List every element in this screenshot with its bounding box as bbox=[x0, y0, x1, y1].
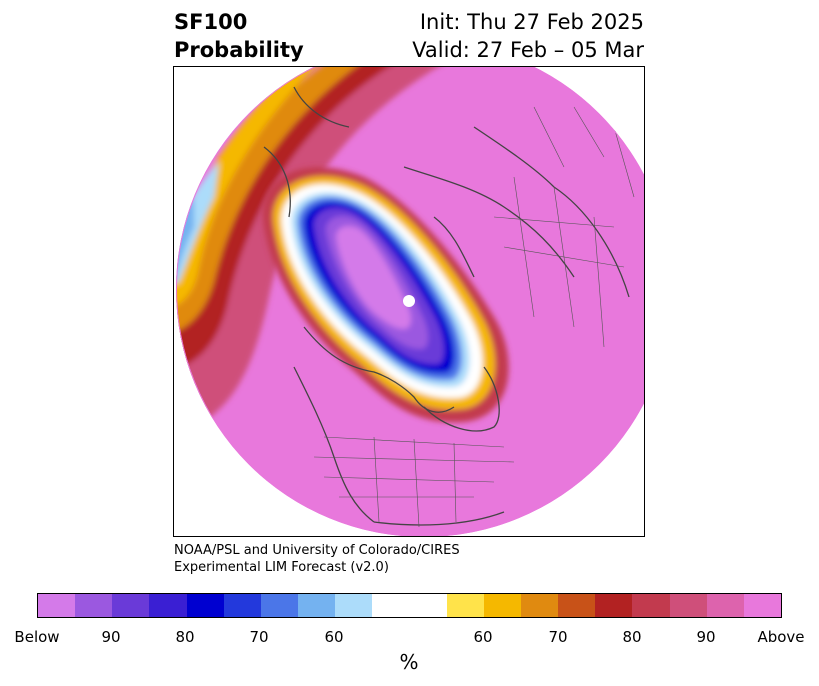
credit-text: NOAA/PSL and University of Colorado/CIRE… bbox=[174, 542, 460, 576]
colorbar-tick-label: 90 bbox=[696, 628, 716, 646]
colorbar-segment bbox=[558, 594, 596, 617]
colorbar-segment bbox=[446, 594, 484, 617]
colorbar-segment bbox=[669, 594, 707, 617]
colorbar-segment bbox=[595, 594, 633, 617]
colorbar-segment bbox=[298, 594, 336, 617]
arctic-anomaly bbox=[262, 167, 509, 423]
colorbar-segment bbox=[186, 594, 224, 617]
colorbar-tick-label: 60 bbox=[324, 628, 344, 646]
colorbar-segment bbox=[223, 594, 261, 617]
colorbar-tick-label: Above bbox=[757, 628, 805, 646]
colorbar-segment bbox=[260, 594, 299, 617]
colorbar-segment bbox=[149, 594, 187, 617]
colorbar-tick-label: 60 bbox=[473, 628, 493, 646]
colorbar-unit-label: % bbox=[399, 650, 419, 674]
probability-map bbox=[176, 67, 644, 536]
hemisphere-disk bbox=[176, 67, 644, 536]
credit-line-1: NOAA/PSL and University of Colorado/CIRE… bbox=[174, 543, 460, 558]
colorbar-segment bbox=[521, 594, 559, 617]
coastlines bbox=[263, 86, 630, 526]
colorbar-segment bbox=[335, 594, 373, 617]
colorbar-segment bbox=[75, 594, 113, 617]
colorbar-tick-label: 90 bbox=[101, 628, 121, 646]
colorbar-tick-label: 80 bbox=[622, 628, 642, 646]
colorbar-tick-label: 70 bbox=[548, 628, 568, 646]
colorbar-segment bbox=[632, 594, 670, 617]
forecast-dates: Init: Thu 27 Feb 2025 Valid: 27 Feb – 05… bbox=[412, 8, 644, 64]
colorbar-tick-label: Below bbox=[14, 628, 60, 646]
colorbar bbox=[37, 593, 782, 618]
colorbar-segment bbox=[706, 594, 744, 617]
colorbar-segment bbox=[483, 594, 522, 617]
colorbar-segment bbox=[372, 594, 447, 617]
init-date: Init: Thu 27 Feb 2025 bbox=[419, 10, 644, 34]
map-panel bbox=[173, 66, 645, 537]
colorbar-tick-label: 70 bbox=[249, 628, 269, 646]
colorbar-tick-label: 80 bbox=[175, 628, 195, 646]
credit-line-2: Experimental LIM Forecast (v2.0) bbox=[174, 560, 389, 575]
pole-marker bbox=[403, 295, 415, 307]
colorbar-segment bbox=[743, 594, 782, 617]
figure-title: SF100 Probability bbox=[174, 8, 304, 64]
colorbar-segment bbox=[112, 594, 150, 617]
political-borders bbox=[313, 106, 635, 528]
title-line-1: SF100 bbox=[174, 10, 248, 34]
colorbar-segment bbox=[38, 594, 76, 617]
valid-dates: Valid: 27 Feb – 05 Mar bbox=[412, 38, 644, 62]
title-line-2: Probability bbox=[174, 38, 304, 62]
